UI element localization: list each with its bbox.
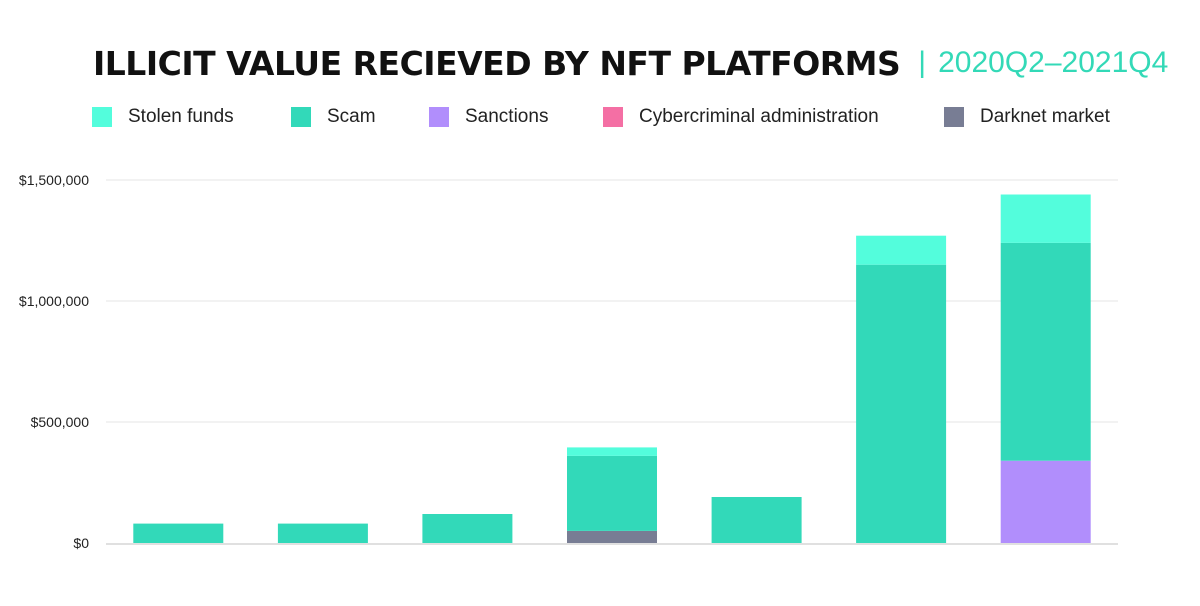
bar-stack-2020q2: [133, 523, 224, 543]
legend-swatch-stolen-funds: [92, 107, 112, 127]
bar-stack-2021q1: [567, 447, 657, 543]
legend-swatch-scam: [291, 107, 311, 127]
legend-swatch-darknet-market: [944, 107, 964, 127]
chart-legend: Stolen funds Scam Sanctions Cybercrimina…: [0, 106, 1200, 130]
legend-item-cybercriminal-administration: Cybercriminal administration: [603, 106, 879, 128]
y-tick-label: $1,000,000: [19, 293, 89, 309]
bar-scam-2021q4: [1000, 242, 1091, 461]
bar-scam-2020q2: [133, 523, 224, 543]
title-divider: |: [918, 46, 927, 79]
gridlines: [106, 179, 1118, 423]
bar-stolen-funds-2021q4: [1000, 194, 1091, 243]
legend-swatch-cybercriminal-administration: [603, 107, 623, 127]
bar-stolen-funds-2021q3: [856, 235, 947, 265]
y-tick-label: $0: [73, 535, 89, 551]
y-axis-tick-labels: $0 $500,000 $1,000,000 $1,500,000: [19, 172, 89, 551]
bar-scam-2021q1: [567, 455, 657, 531]
bar-stack-2020q4: [422, 514, 513, 543]
legend-item-darknet-market: Darknet market: [944, 106, 1110, 128]
legend-swatch-sanctions: [429, 107, 449, 127]
chart-title: ILLICIT VALUE RECIEVED BY NFT PLATFORMS: [93, 43, 901, 83]
bar-stack-2020q3: [277, 523, 368, 543]
bar-stack-2021q4: [1000, 194, 1091, 543]
legend-label-stolen-funds: Stolen funds: [128, 106, 234, 127]
legend-label-darknet-market: Darknet market: [980, 106, 1110, 127]
legend-label-sanctions: Sanctions: [465, 106, 549, 127]
bar-scam-2021q2: [711, 497, 802, 543]
bar-stacks: [133, 194, 1091, 543]
legend-item-sanctions: Sanctions: [429, 106, 548, 128]
bar-scam-2020q3: [277, 523, 368, 543]
bar-scam-2020q4: [422, 514, 513, 543]
legend-item-stolen-funds: Stolen funds: [92, 106, 234, 128]
bar-stolen-funds-2021q1: [567, 447, 657, 456]
y-tick-label: $1,500,000: [19, 172, 89, 188]
legend-item-scam: Scam: [291, 106, 376, 128]
bar-scam-2021q3: [856, 264, 947, 543]
bar-stack-2021q2: [711, 497, 802, 543]
chart-title-row: ILLICIT VALUE RECIEVED BY NFT PLATFORMS …: [93, 38, 1168, 88]
legend-label-scam: Scam: [327, 106, 376, 127]
legend-label-cybercriminal-administration: Cybercriminal administration: [639, 106, 879, 127]
bar-darknet-market-2021q1: [567, 530, 657, 543]
chart-subtitle: 2020Q2–2021Q4: [938, 46, 1169, 79]
y-tick-label: $500,000: [31, 414, 90, 430]
bar-stack-2021q3: [856, 235, 947, 543]
bar-sanctions-2021q4: [1000, 460, 1091, 543]
